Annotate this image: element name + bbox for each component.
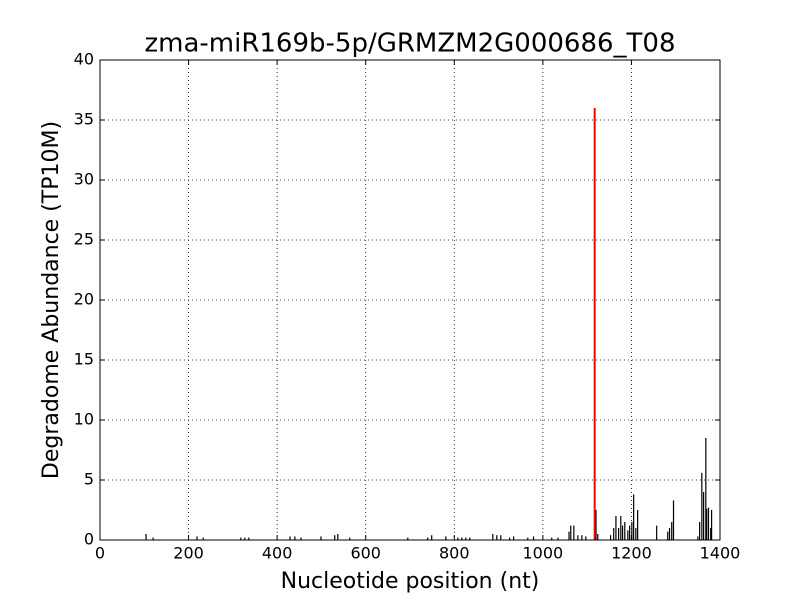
y-tick-label: 30	[74, 170, 94, 189]
y-tick-label: 20	[74, 290, 94, 309]
x-tick-label: 1000	[522, 544, 563, 563]
y-tick-label: 15	[74, 350, 94, 369]
y-tick-label: 5	[84, 470, 94, 489]
x-tick-label: 400	[262, 544, 293, 563]
x-tick-label: 600	[350, 544, 381, 563]
x-tick-label: 1400	[700, 544, 741, 563]
x-tick-label: 0	[95, 544, 105, 563]
x-axis-label: Nucleotide position (nt)	[281, 569, 540, 594]
plot-frame	[99, 59, 721, 541]
x-tick-label: 800	[439, 544, 470, 563]
x-tick-label: 200	[173, 544, 204, 563]
y-tick-label: 35	[74, 110, 94, 129]
y-tick-label: 10	[74, 410, 94, 429]
x-tick-label: 1200	[611, 544, 652, 563]
chart-title: zma-miR169b-5p/GRMZM2G000686_T08	[144, 29, 675, 59]
y-tick-label: 25	[74, 230, 94, 249]
y-tick-label: 0	[84, 530, 94, 549]
y-axis-label: Degradome Abundance (TP10M)	[39, 121, 64, 479]
y-tick-label: 40	[74, 50, 94, 69]
